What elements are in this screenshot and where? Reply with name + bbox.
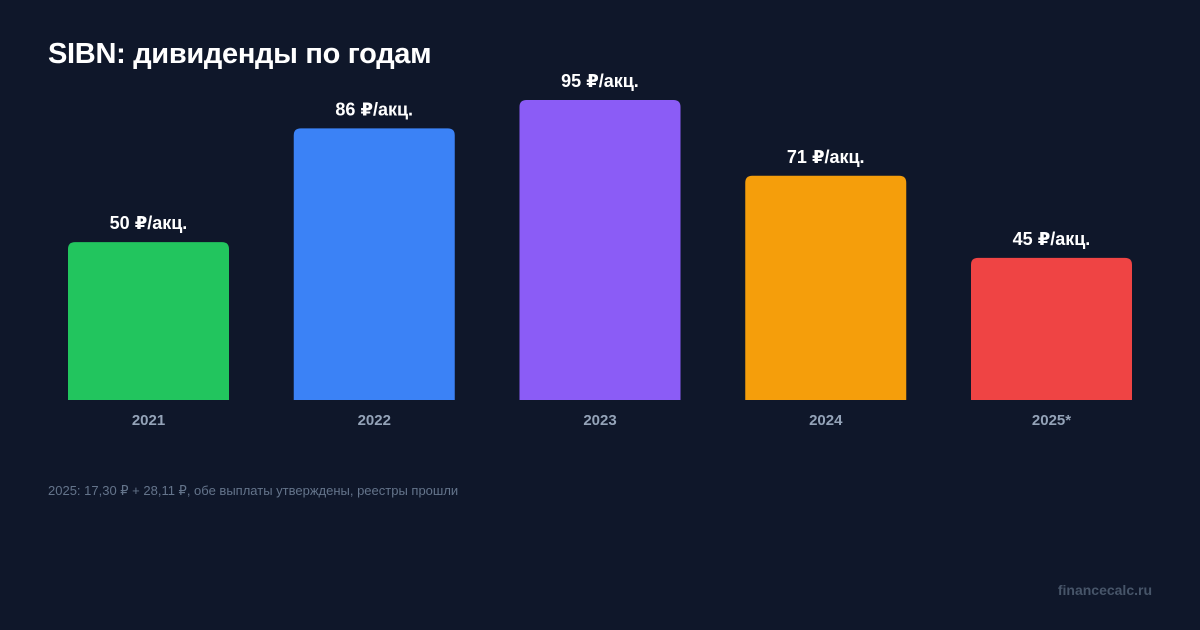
bar-2024 [745, 175, 907, 400]
x-tick-label-2022: 2022 [358, 412, 391, 429]
data-label-2021: 50 ₽/акц. [110, 213, 188, 233]
x-tick-label-2023: 2023 [583, 412, 616, 429]
x-tick-label-2025*: 2025* [1032, 412, 1071, 429]
data-label-2025*: 45 ₽/акц. [1013, 229, 1091, 249]
bar-2023 [519, 100, 681, 400]
bar-2021 [68, 242, 229, 400]
bar-2025* [971, 257, 1132, 400]
data-label-2022: 86 ₽/акц. [335, 99, 413, 119]
data-label-2024: 71 ₽/акц. [787, 147, 865, 167]
x-tick-label-2021: 2021 [132, 412, 165, 429]
bar-2022 [293, 128, 455, 400]
footnote: 2025: 17,30 ₽ + 28,11 ₽, обе выплаты утв… [48, 483, 459, 498]
bar-chart: 50 ₽/акц. 2021 86 ₽/акц. 2022 95 ₽/акц. 2023 7… [68, 71, 1132, 429]
data-label-2023: 95 ₽/акц. [561, 71, 639, 91]
site-watermark: financecalc.ru [1057, 582, 1152, 598]
x-tick-label-2024: 2024 [809, 412, 843, 429]
chart-title: SIBN: дивиденды по годам [48, 38, 432, 70]
